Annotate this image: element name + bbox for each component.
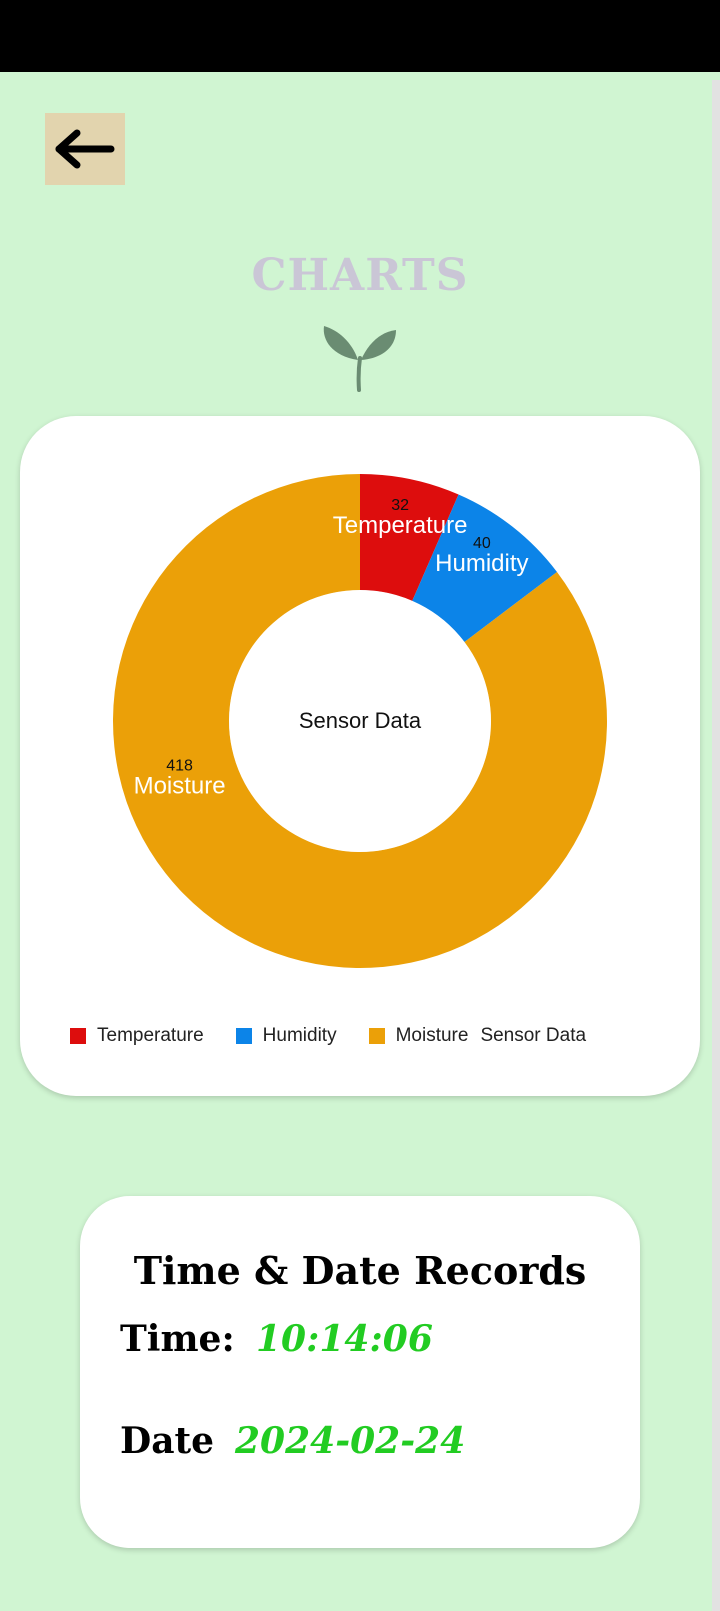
time-value: 10:14:06	[256, 1318, 433, 1360]
slice-value-moisture: 418	[166, 758, 193, 775]
chart-hole	[241, 602, 479, 840]
chart-center-label: Sensor Data	[299, 708, 422, 733]
date-label: Date	[120, 1420, 215, 1462]
chart-card: 32 Temperature 40 Humidity 418 Moisture Senso…	[20, 416, 700, 1096]
chart-legend: Temperature Humidity Moisture Sensor Dat…	[50, 1020, 598, 1052]
legend-item-moisture[interactable]: Moisture	[349, 1025, 469, 1047]
slice-moisture[interactable]	[112, 474, 607, 968]
arrow-left-icon	[55, 129, 115, 169]
legend-swatch	[70, 1028, 86, 1044]
records-card: Time & Date Records Time: 10:14:06 Date …	[80, 1196, 640, 1548]
slice-value-humidity: 40	[473, 535, 491, 552]
legend-item-temperature[interactable]: Temperature	[50, 1025, 204, 1047]
page-title: CHARTS	[251, 250, 469, 301]
slice-value-temperature: 32	[391, 497, 409, 514]
date-value: 2024-02-24	[235, 1420, 466, 1462]
status-bar	[0, 0, 720, 72]
legend-label: Moisture	[395, 1025, 469, 1046]
legend-label: Humidity	[262, 1025, 337, 1046]
scrollbar[interactable]	[712, 80, 720, 1611]
legend-swatch	[235, 1028, 252, 1044]
slice-label-temperature: Temperature	[333, 512, 468, 539]
legend-label: Temperature	[97, 1025, 204, 1046]
slice-label-moisture: Moisture	[134, 773, 226, 800]
legend-item-humidity[interactable]: Humidity	[216, 1025, 337, 1047]
legend-item-sensor-data: Sensor Data	[480, 1025, 586, 1047]
slice-humidity[interactable]	[412, 494, 557, 642]
time-label: Time:	[120, 1318, 235, 1360]
records-title: Time & Date Records	[133, 1248, 587, 1293]
slice-label-humidity: Humidity	[435, 550, 528, 577]
back-button[interactable]	[45, 113, 125, 185]
sprout-icon	[323, 326, 396, 392]
legend-swatch	[368, 1028, 385, 1044]
legend-label: Sensor Data	[480, 1025, 587, 1046]
slice-temperature[interactable]	[360, 474, 459, 601]
